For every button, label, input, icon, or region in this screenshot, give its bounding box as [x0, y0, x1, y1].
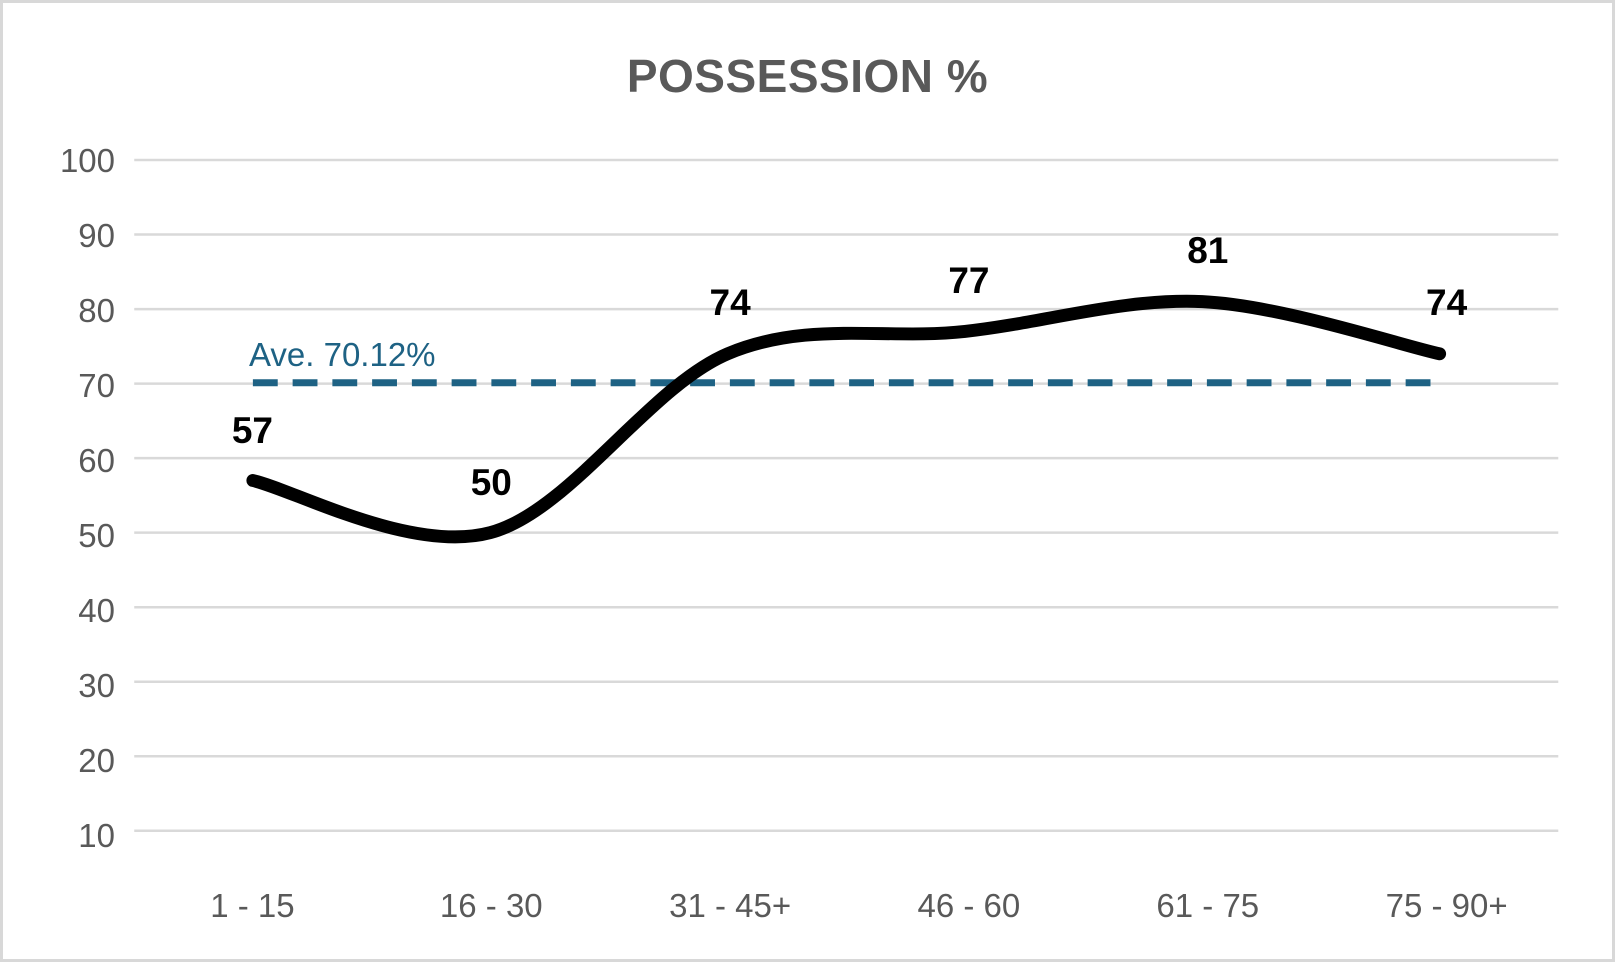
x-axis-category-label: 75 - 90+	[1385, 887, 1508, 924]
x-axis-category-label: 61 - 75	[1156, 887, 1260, 924]
x-axis-category-label: 1 - 15	[210, 887, 295, 924]
average-line-label: Ave. 70.12%	[249, 336, 436, 373]
data-label: 74	[709, 282, 751, 323]
data-label: 57	[231, 409, 273, 451]
chart-title: POSSESSION %	[626, 50, 989, 102]
x-axis-category-label: 46 - 60	[917, 887, 1021, 924]
x-axis-category-label: 16 - 30	[439, 887, 543, 924]
y-axis-tick-label: 20	[78, 742, 115, 779]
gridlines	[134, 158, 1559, 833]
y-axis-tick-label: 40	[78, 592, 115, 629]
data-label: 77	[948, 259, 990, 301]
data-label: 74	[1426, 282, 1468, 323]
y-axis-tick-label: 50	[78, 517, 115, 554]
chart-plot-area	[134, 158, 1559, 833]
y-axis-tick-label: 90	[78, 217, 115, 254]
possession-series-line	[246, 294, 1447, 544]
y-axis-tick-label: 70	[78, 367, 115, 404]
data-label: 81	[1187, 229, 1229, 271]
y-axis-tick-label: 80	[78, 292, 115, 329]
y-axis-tick-label: 60	[78, 442, 115, 479]
y-axis-tick-label: 100	[59, 142, 115, 179]
data-label: 50	[470, 462, 512, 503]
x-axis-category-label: 31 - 45+	[669, 887, 792, 924]
y-axis-tick-label: 10	[78, 817, 115, 854]
y-axis-tick-label: 30	[78, 667, 115, 704]
